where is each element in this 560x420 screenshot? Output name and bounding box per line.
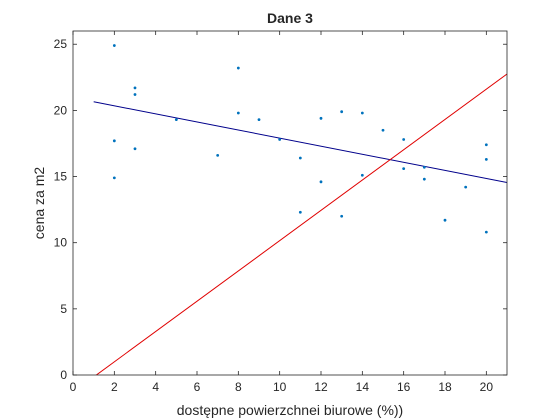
data-point (484, 143, 488, 147)
tick-labels: 0 2 4 6 8 10 12 14 16 18 20 0 5 10 15 20 25 (54, 37, 494, 394)
y-tick-label: 15 (54, 170, 68, 184)
y-tick-label: 25 (54, 37, 68, 51)
data-point (360, 173, 364, 177)
data-point (422, 165, 426, 169)
data-point (216, 153, 220, 157)
x-tick-label: 12 (314, 380, 328, 394)
data-layer (93, 44, 507, 375)
axes (72, 30, 508, 376)
y-tick-label: 5 (60, 302, 67, 316)
data-point (257, 118, 261, 122)
data-point (381, 128, 385, 132)
x-tick-label: 20 (480, 380, 494, 394)
data-point (319, 116, 323, 120)
data-point (402, 138, 406, 141)
data-point (422, 177, 426, 181)
y-tick-label: 10 (54, 236, 68, 250)
data-point (443, 218, 447, 222)
x-tick-label: 16 (397, 380, 411, 394)
data-point (133, 147, 137, 151)
x-tick-label: 2 (111, 380, 118, 394)
fit-line-2 (95, 73, 507, 375)
data-point (112, 139, 116, 143)
y-tick-label: 0 (60, 368, 67, 382)
data-point (236, 66, 240, 70)
x-tick-label: 8 (235, 380, 242, 394)
data-point (236, 111, 240, 115)
data-point (298, 210, 302, 214)
data-point (360, 111, 364, 115)
x-tick-label: 4 (152, 380, 159, 394)
data-point (484, 230, 488, 234)
fit-line-1 (93, 101, 507, 183)
axes-box (72, 30, 508, 376)
data-point (402, 167, 406, 171)
data-point (340, 214, 344, 218)
data-point (278, 138, 282, 141)
data-point (112, 176, 116, 180)
y-axis-label: cena za m2 (31, 167, 47, 240)
y-tick-label: 20 (54, 103, 68, 117)
x-axis-label: dostępne powierzchnei biurowe (%)) (177, 402, 403, 418)
data-point (133, 93, 137, 96)
data-point (484, 157, 488, 161)
data-point (319, 180, 323, 184)
x-tick-label: 6 (194, 380, 201, 394)
data-point (112, 44, 116, 47)
data-point (340, 110, 344, 114)
data-point (298, 156, 302, 160)
x-tick-label: 14 (356, 380, 370, 394)
chart-title: Dane 3 (267, 10, 313, 26)
plot-area (73, 31, 507, 375)
data-point (174, 118, 178, 122)
x-tick-label: 0 (70, 380, 77, 394)
data-point (464, 185, 468, 189)
x-tick-label: 18 (438, 380, 452, 394)
data-point (133, 86, 137, 90)
x-tick-label: 10 (273, 380, 287, 394)
